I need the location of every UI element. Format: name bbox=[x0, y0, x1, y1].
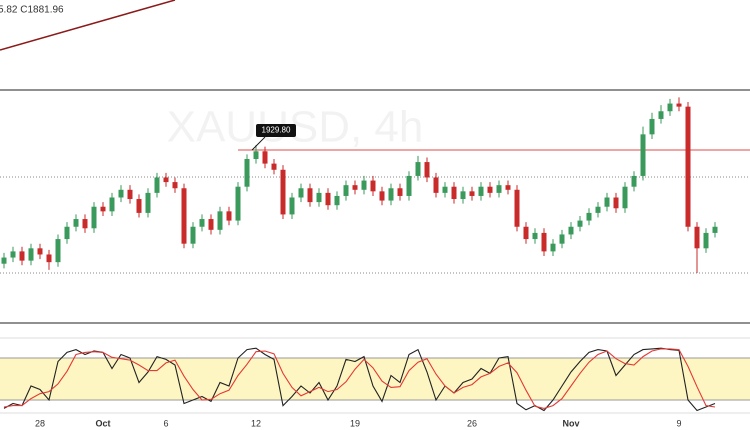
candle-body bbox=[280, 169, 286, 215]
candle-body bbox=[559, 234, 565, 244]
candle-body bbox=[541, 232, 547, 252]
candle-body bbox=[343, 185, 349, 196]
candle-body bbox=[415, 162, 421, 176]
candle-body bbox=[1, 257, 7, 264]
candle-body bbox=[289, 197, 295, 215]
candle-body bbox=[172, 182, 178, 189]
candle-body bbox=[550, 243, 556, 252]
callout-pointer bbox=[251, 136, 266, 151]
candle-body bbox=[523, 226, 529, 240]
x-tick-label: Nov bbox=[562, 418, 579, 428]
candle-body bbox=[469, 191, 475, 196]
candle-body bbox=[649, 118, 655, 135]
candle-body bbox=[451, 186, 457, 200]
candle-body bbox=[64, 226, 70, 240]
candle-body bbox=[640, 134, 646, 176]
x-tick-label: 6 bbox=[163, 418, 168, 428]
candle-body bbox=[613, 197, 619, 209]
candle-body bbox=[181, 188, 187, 244]
candle-body bbox=[37, 248, 43, 255]
candle-body bbox=[352, 185, 358, 190]
candle-body bbox=[10, 251, 16, 258]
candle-body bbox=[586, 212, 592, 221]
candle-body bbox=[577, 220, 583, 227]
candle-body bbox=[514, 189, 520, 227]
candle-body bbox=[667, 103, 673, 112]
price-callout bbox=[256, 124, 296, 138]
price-callout-label: 1929.80 bbox=[262, 126, 291, 135]
x-tick-label: Oct bbox=[95, 418, 110, 428]
candle-body bbox=[658, 111, 664, 119]
candle-body bbox=[379, 191, 385, 201]
candle-body bbox=[361, 180, 367, 190]
x-tick-label: 9 bbox=[676, 418, 681, 428]
x-tick-label: 12 bbox=[251, 418, 261, 428]
candle-body bbox=[433, 177, 439, 193]
x-tick-label: 26 bbox=[467, 418, 477, 428]
candle-body bbox=[100, 206, 106, 212]
candle-body bbox=[118, 189, 124, 198]
candle-body bbox=[595, 206, 601, 213]
candle-body bbox=[73, 219, 79, 227]
candle-body bbox=[478, 186, 484, 196]
candle-body bbox=[676, 103, 682, 107]
candle-body bbox=[55, 239, 61, 263]
candle-body bbox=[316, 192, 322, 203]
candle-body bbox=[370, 180, 376, 192]
candle-body bbox=[334, 195, 340, 206]
candle-body bbox=[190, 226, 196, 244]
candle-body bbox=[442, 186, 448, 193]
candle-body bbox=[703, 232, 709, 249]
candle-body bbox=[226, 211, 232, 221]
x-tick-label: 28 bbox=[35, 418, 45, 428]
candle-body bbox=[19, 251, 25, 261]
candle-body bbox=[424, 162, 430, 178]
candle-body bbox=[235, 186, 241, 221]
candle-body bbox=[109, 197, 115, 212]
ohlc-header: 5.82 C1881.96 bbox=[0, 5, 64, 16]
candle-body bbox=[271, 163, 277, 170]
stoch-line bbox=[3, 348, 716, 409]
candle-body bbox=[388, 188, 394, 201]
x-tick-label: 19 bbox=[350, 418, 360, 428]
candle-body bbox=[406, 175, 412, 196]
candle-body bbox=[145, 192, 151, 213]
candle-body bbox=[325, 192, 331, 206]
candle-body bbox=[496, 185, 502, 193]
candle-body bbox=[505, 185, 511, 190]
candle-body bbox=[82, 219, 88, 229]
candle-body bbox=[694, 226, 700, 249]
candle-body bbox=[217, 211, 223, 230]
candle-body bbox=[244, 158, 250, 187]
trend-line bbox=[0, 0, 176, 51]
candle-body bbox=[298, 188, 304, 198]
candle-body bbox=[307, 188, 313, 203]
candle-body bbox=[685, 106, 691, 227]
candle-body bbox=[127, 189, 133, 200]
candle-body bbox=[208, 219, 214, 230]
candle-body bbox=[199, 219, 205, 227]
stoch-line bbox=[3, 347, 716, 412]
candle-body bbox=[532, 232, 538, 240]
candle-body bbox=[397, 188, 403, 196]
candle-body bbox=[28, 248, 34, 261]
candle-body bbox=[163, 177, 169, 183]
candle-body bbox=[46, 254, 52, 263]
candle-body bbox=[604, 197, 610, 207]
candle-body bbox=[631, 175, 637, 187]
candle-body bbox=[154, 177, 160, 193]
candle-body bbox=[568, 226, 574, 235]
band-fill bbox=[0, 358, 750, 400]
candle-body bbox=[91, 206, 97, 229]
candle-body bbox=[622, 186, 628, 209]
candle-body bbox=[136, 199, 142, 213]
candle-body bbox=[712, 226, 718, 233]
candle-body bbox=[262, 151, 268, 164]
candle-body bbox=[487, 186, 493, 193]
candle-body bbox=[253, 151, 259, 159]
candle-body bbox=[460, 191, 466, 200]
